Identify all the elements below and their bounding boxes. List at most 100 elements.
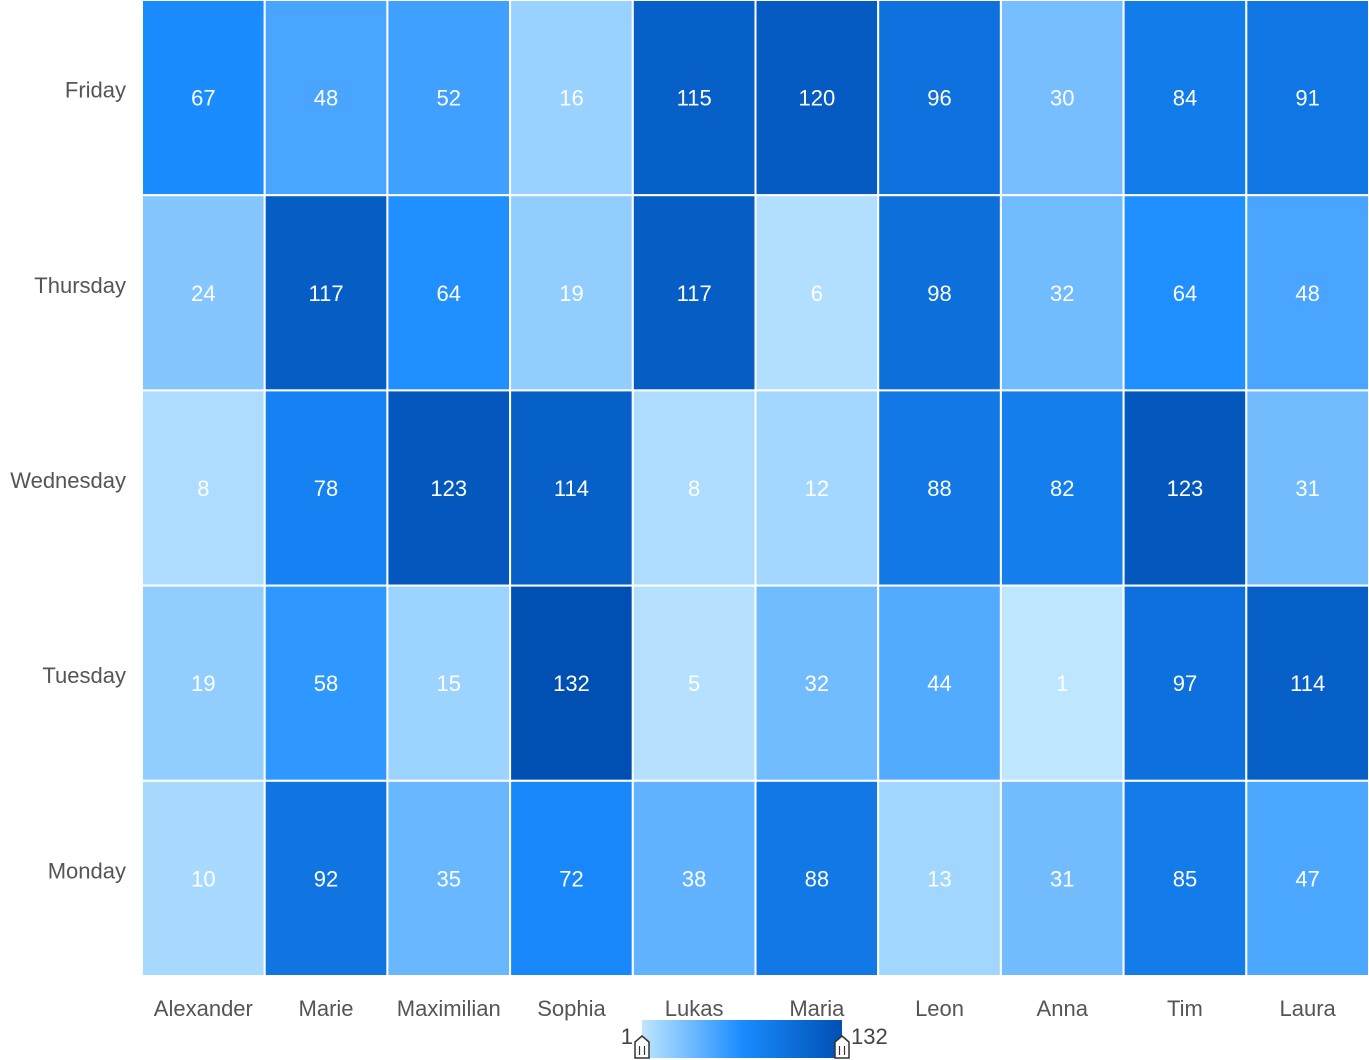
heatmap-cell[interactable]: [1245, 389, 1369, 587]
cell-value-label: 8: [197, 476, 209, 501]
heatmap-cell[interactable]: [877, 389, 1002, 587]
cell-value-label: 64: [437, 281, 461, 306]
cell-value-label: 8: [688, 476, 700, 501]
heatmap-cell[interactable]: [386, 0, 512, 197]
x-axis-labels: Alexander Marie Maximilian Sophia Lukas Maria…: [154, 996, 1337, 1021]
heatmap-cell[interactable]: [263, 584, 389, 782]
heatmap-cell[interactable]: [877, 584, 1002, 782]
heatmap-cell[interactable]: [999, 779, 1125, 977]
heatmap-cell[interactable]: [386, 194, 512, 392]
heatmap-cell[interactable]: [141, 0, 266, 197]
cell-value-label: 31: [1295, 476, 1319, 501]
cell-value-label: 64: [1173, 281, 1197, 306]
cell-value-label: 92: [314, 866, 338, 891]
x-axis-tick-label: Lukas: [665, 996, 724, 1021]
cell-value-label: 19: [559, 281, 583, 306]
cell-value-label: 117: [677, 281, 712, 306]
heatmap-cell[interactable]: [877, 0, 1002, 197]
y-axis-tick-label: Wednesday: [10, 468, 126, 493]
visual-map-max-handle-icon[interactable]: [834, 1035, 850, 1059]
cell-value-label: 58: [314, 671, 338, 696]
visual-map-min-handle-icon[interactable]: [634, 1035, 650, 1059]
y-axis-tick-label: Tuesday: [42, 663, 126, 688]
cell-value-label: 5: [688, 671, 700, 696]
cell-value-label: 72: [559, 866, 583, 891]
heatmap-cell[interactable]: [1245, 779, 1369, 977]
heatmap-cell[interactable]: [1122, 0, 1248, 197]
cell-value-label: 44: [927, 671, 951, 696]
heatmap-cell[interactable]: [754, 389, 880, 587]
heatmap-cell[interactable]: [141, 389, 266, 587]
cell-value-label: 24: [191, 281, 215, 306]
cell-value-label: 1: [1056, 671, 1068, 696]
heatmap-cell[interactable]: [1122, 389, 1248, 587]
heatmap-cell[interactable]: [754, 0, 880, 197]
x-axis-tick-label: Marie: [299, 996, 354, 1021]
cell-value-label: 115: [677, 86, 712, 111]
heatmap-cell[interactable]: [1245, 194, 1369, 392]
cell-value-label: 48: [1295, 281, 1319, 306]
heatmap-cell[interactable]: [509, 0, 634, 197]
cell-value-label: 15: [437, 671, 461, 696]
x-axis-tick-label: Maria: [789, 996, 845, 1021]
heatmap-cell[interactable]: [631, 389, 757, 587]
heatmap-cell[interactable]: [1122, 194, 1248, 392]
cell-value-label: 88: [927, 476, 951, 501]
heatmap-cell[interactable]: [263, 779, 389, 977]
heatmap-cell[interactable]: [999, 584, 1125, 782]
y-axis-tick-label: Thursday: [34, 273, 126, 298]
x-axis-tick-label: Maximilian: [397, 996, 501, 1021]
cell-value-label: 85: [1173, 866, 1197, 891]
heatmap-cell[interactable]: [754, 779, 880, 977]
cell-value-label: 19: [191, 671, 215, 696]
heatmap-cell[interactable]: [263, 194, 389, 392]
heatmap-cell[interactable]: [141, 779, 266, 977]
heatmap-cell[interactable]: [631, 0, 757, 197]
heatmap-cell[interactable]: [999, 194, 1125, 392]
cell-value-label: 32: [1050, 281, 1074, 306]
cell-value-label: 82: [1050, 476, 1074, 501]
heatmap-cell[interactable]: [754, 584, 880, 782]
cell-value-label: 38: [682, 866, 706, 891]
cell-value-label: 6: [811, 281, 823, 306]
cell-value-label: 30: [1050, 86, 1074, 111]
heatmap-cell[interactable]: [263, 389, 389, 587]
heatmap-cell[interactable]: [141, 194, 266, 392]
visual-map-min-label: 1: [621, 1024, 633, 1049]
x-axis-tick-label: Alexander: [154, 996, 253, 1021]
x-axis-tick-label: Anna: [1037, 996, 1089, 1021]
heatmap-cell[interactable]: [631, 194, 757, 392]
cell-value-label: 13: [927, 866, 951, 891]
heatmap-cell[interactable]: [877, 779, 1002, 977]
heatmap-cell[interactable]: [999, 0, 1125, 197]
y-axis-tick-label: Monday: [48, 858, 126, 883]
heatmap-cell[interactable]: [1122, 779, 1248, 977]
cell-value-label: 48: [314, 86, 338, 111]
cell-value-label: 96: [927, 86, 951, 111]
cell-value-label: 10: [191, 866, 215, 891]
heatmap-cell[interactable]: [1122, 584, 1248, 782]
cell-value-label: 132: [553, 671, 590, 696]
cell-value-label: 88: [805, 866, 829, 891]
x-axis-tick-label: Tim: [1167, 996, 1203, 1021]
heatmap-cell[interactable]: [509, 779, 634, 977]
cell-value-label: 123: [1167, 476, 1204, 501]
x-axis-tick-label: Laura: [1280, 996, 1337, 1021]
visual-map-max-label: 132: [851, 1024, 888, 1049]
heatmap-cell[interactable]: [509, 389, 634, 587]
cell-value-label: 35: [437, 866, 461, 891]
heatmap-cell[interactable]: [263, 0, 389, 197]
cell-value-label: 52: [437, 86, 461, 111]
y-axis-tick-label: Friday: [65, 78, 126, 103]
cell-value-label: 117: [309, 281, 344, 306]
heatmap-cell[interactable]: [999, 389, 1125, 587]
y-axis-labels: Friday Thursday Wednesday Tuesday Monday: [10, 78, 126, 884]
heatmap-cell[interactable]: [1245, 0, 1369, 197]
visual-map[interactable]: 1 132: [621, 1020, 888, 1059]
x-axis-tick-label: Leon: [915, 996, 964, 1021]
heatmap-cell[interactable]: [631, 779, 757, 977]
heatmap-cell[interactable]: [386, 779, 512, 977]
heatmap-cell[interactable]: [877, 194, 1002, 392]
